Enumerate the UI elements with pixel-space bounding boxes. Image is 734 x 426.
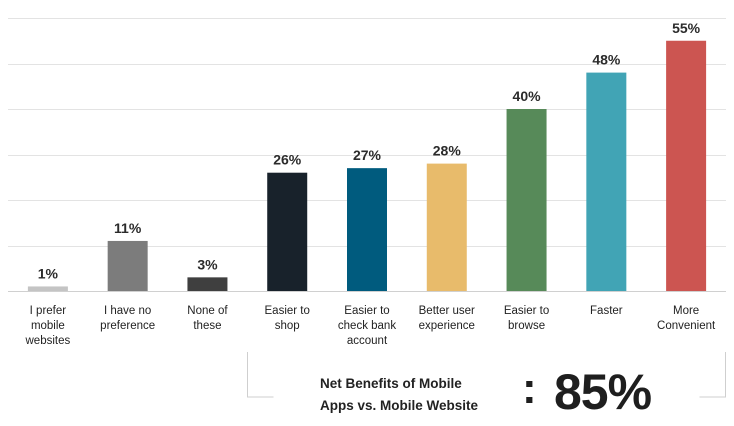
net-benefits-colon: : <box>522 364 537 413</box>
value-label: 1% <box>38 265 59 281</box>
category-label: experience <box>419 320 475 332</box>
net-benefits-line2: Apps vs. Mobile Website <box>320 398 479 413</box>
net-benefits-value: 85% <box>554 364 652 420</box>
bar <box>426 163 467 291</box>
value-label: 28% <box>433 143 462 159</box>
bar <box>27 286 68 291</box>
category-label: preference <box>100 320 155 332</box>
bar <box>267 172 308 291</box>
category-label: Easier to <box>344 305 389 317</box>
net-benefits-line1: Net Benefits of Mobile <box>320 376 462 391</box>
category-label: these <box>193 320 221 332</box>
category-label: None of <box>187 305 228 317</box>
category-label: websites <box>25 335 71 347</box>
category-label: Easier to <box>265 305 310 317</box>
category-label: mobile <box>31 320 65 332</box>
category-label: account <box>347 335 388 347</box>
value-label: 27% <box>353 147 382 163</box>
category-label: More <box>673 305 699 317</box>
value-label: 26% <box>273 152 302 168</box>
bar <box>187 277 228 291</box>
bar <box>666 40 707 291</box>
category-label: Faster <box>590 305 623 317</box>
category-label: I prefer <box>30 305 67 317</box>
category-label: shop <box>275 320 300 332</box>
category-label: Better user <box>419 305 475 317</box>
bar <box>347 168 387 291</box>
bar <box>586 72 627 291</box>
net-benefits-label: Net Benefits of Mobile Apps vs. Mobile W… <box>320 373 520 417</box>
value-label: 55% <box>672 20 701 36</box>
value-label: 11% <box>114 220 142 236</box>
value-label: 3% <box>197 256 218 272</box>
bar <box>506 109 547 291</box>
bracket-left <box>247 352 274 398</box>
category-label: browse <box>508 320 545 332</box>
bar <box>107 240 148 291</box>
category-label: I have no <box>104 305 151 317</box>
category-label: Convenient <box>657 320 716 332</box>
value-label: 40% <box>513 88 542 104</box>
category-label: check bank <box>338 320 396 332</box>
category-label: Easier to <box>504 305 549 317</box>
bracket-right <box>699 352 726 398</box>
value-label: 48% <box>592 52 621 68</box>
